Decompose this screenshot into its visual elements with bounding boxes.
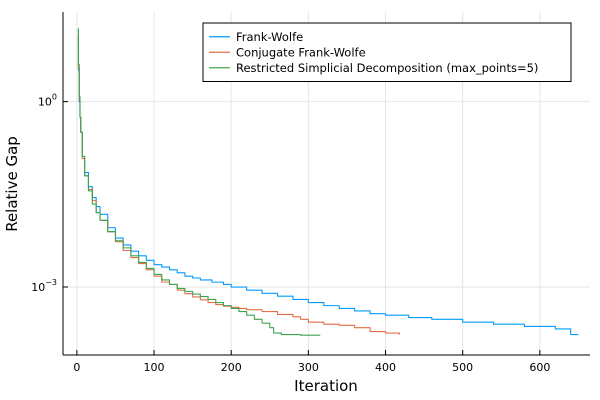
series-layer [77,28,579,336]
series-line-0 [77,39,579,336]
legend-label-0: Frank-Wolfe [236,30,303,44]
series-line-2 [77,28,321,336]
ticks: 0 100 200 300 400 500 600 100 10−3 [31,93,550,374]
x-tick-label: 300 [298,361,319,374]
x-tick-label: 500 [452,361,473,374]
x-tick-label: 400 [375,361,396,374]
axes-frame [62,12,590,356]
y-tick-label: 100 [38,93,57,109]
x-axis-label: Iteration [294,377,358,395]
x-tick-label: 0 [73,361,80,374]
legend-box [202,22,572,82]
y-axis-label: Relative Gap [3,136,21,232]
legend-label-2: Restricted Simplicial Decomposition (max… [236,61,538,75]
x-tick-label: 100 [144,361,165,374]
x-tick-label: 600 [529,361,550,374]
y-tick-label: 10−3 [31,278,57,294]
x-tick-label: 200 [221,361,242,374]
legend-label-1: Conjugate Frank-Wolfe [236,45,366,59]
